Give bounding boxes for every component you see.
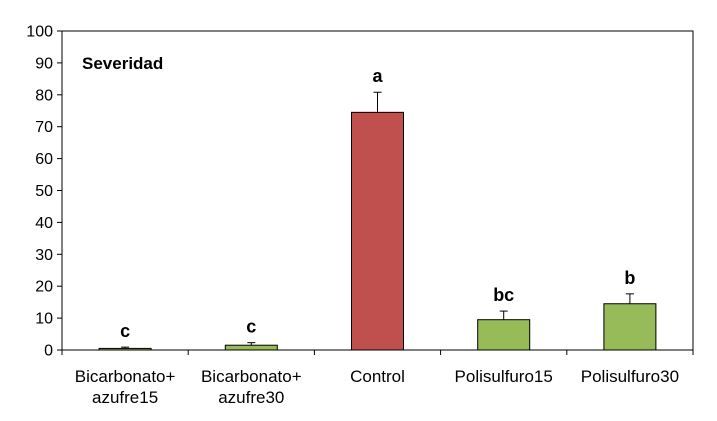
x-category-label-line: Bicarbonato+ bbox=[201, 367, 302, 386]
y-tick-label: 10 bbox=[35, 311, 53, 328]
x-category-label-line: azufre15 bbox=[92, 388, 158, 407]
y-tick-label: 40 bbox=[35, 215, 53, 232]
y-tick-label: 20 bbox=[35, 279, 53, 296]
y-tick-label: 0 bbox=[44, 343, 53, 360]
bar bbox=[603, 303, 657, 351]
y-tick-label: 80 bbox=[35, 87, 53, 104]
x-category-label-line: Bicarbonato+ bbox=[75, 367, 176, 386]
bar bbox=[477, 319, 531, 351]
x-category-label: Bicarbonato+ azufre15 bbox=[75, 367, 176, 407]
bars: c c a bc b bbox=[98, 66, 657, 351]
y-tick-label: 30 bbox=[35, 247, 53, 264]
y-tick-label: 100 bbox=[26, 24, 53, 41]
x-category-label-line: azufre30 bbox=[218, 388, 284, 407]
significance-label: a bbox=[372, 66, 383, 86]
x-category-label: Polisulfuro15 bbox=[455, 367, 553, 386]
bar bbox=[351, 111, 404, 351]
chart-title: Severidad bbox=[82, 54, 163, 73]
y-tick-label: 50 bbox=[35, 183, 53, 200]
x-category-label-line: Polisulfuro30 bbox=[581, 367, 679, 386]
significance-label: b bbox=[624, 268, 635, 288]
x-category-label: Polisulfuro30 bbox=[581, 367, 679, 386]
x-category-label: Bicarbonato+ azufre30 bbox=[201, 367, 302, 407]
x-category-label: Control bbox=[350, 367, 405, 386]
x-category-label-line: Control bbox=[350, 367, 405, 386]
y-tick-label: 60 bbox=[35, 151, 53, 168]
y-tick-label: 70 bbox=[35, 119, 53, 136]
y-tick-label: 90 bbox=[35, 55, 53, 72]
significance-label: bc bbox=[493, 285, 514, 305]
y-axis: 0 10 20 30 40 50 60 70 80 90 100 bbox=[26, 24, 62, 360]
bar bbox=[98, 347, 152, 351]
x-category-label-line: Polisulfuro15 bbox=[455, 367, 553, 386]
x-axis: Bicarbonato+ azufre15 Bicarbonato+ azufre30… bbox=[61, 350, 694, 407]
significance-label: c bbox=[120, 321, 130, 341]
significance-label: c bbox=[246, 317, 256, 337]
bar bbox=[224, 344, 278, 351]
